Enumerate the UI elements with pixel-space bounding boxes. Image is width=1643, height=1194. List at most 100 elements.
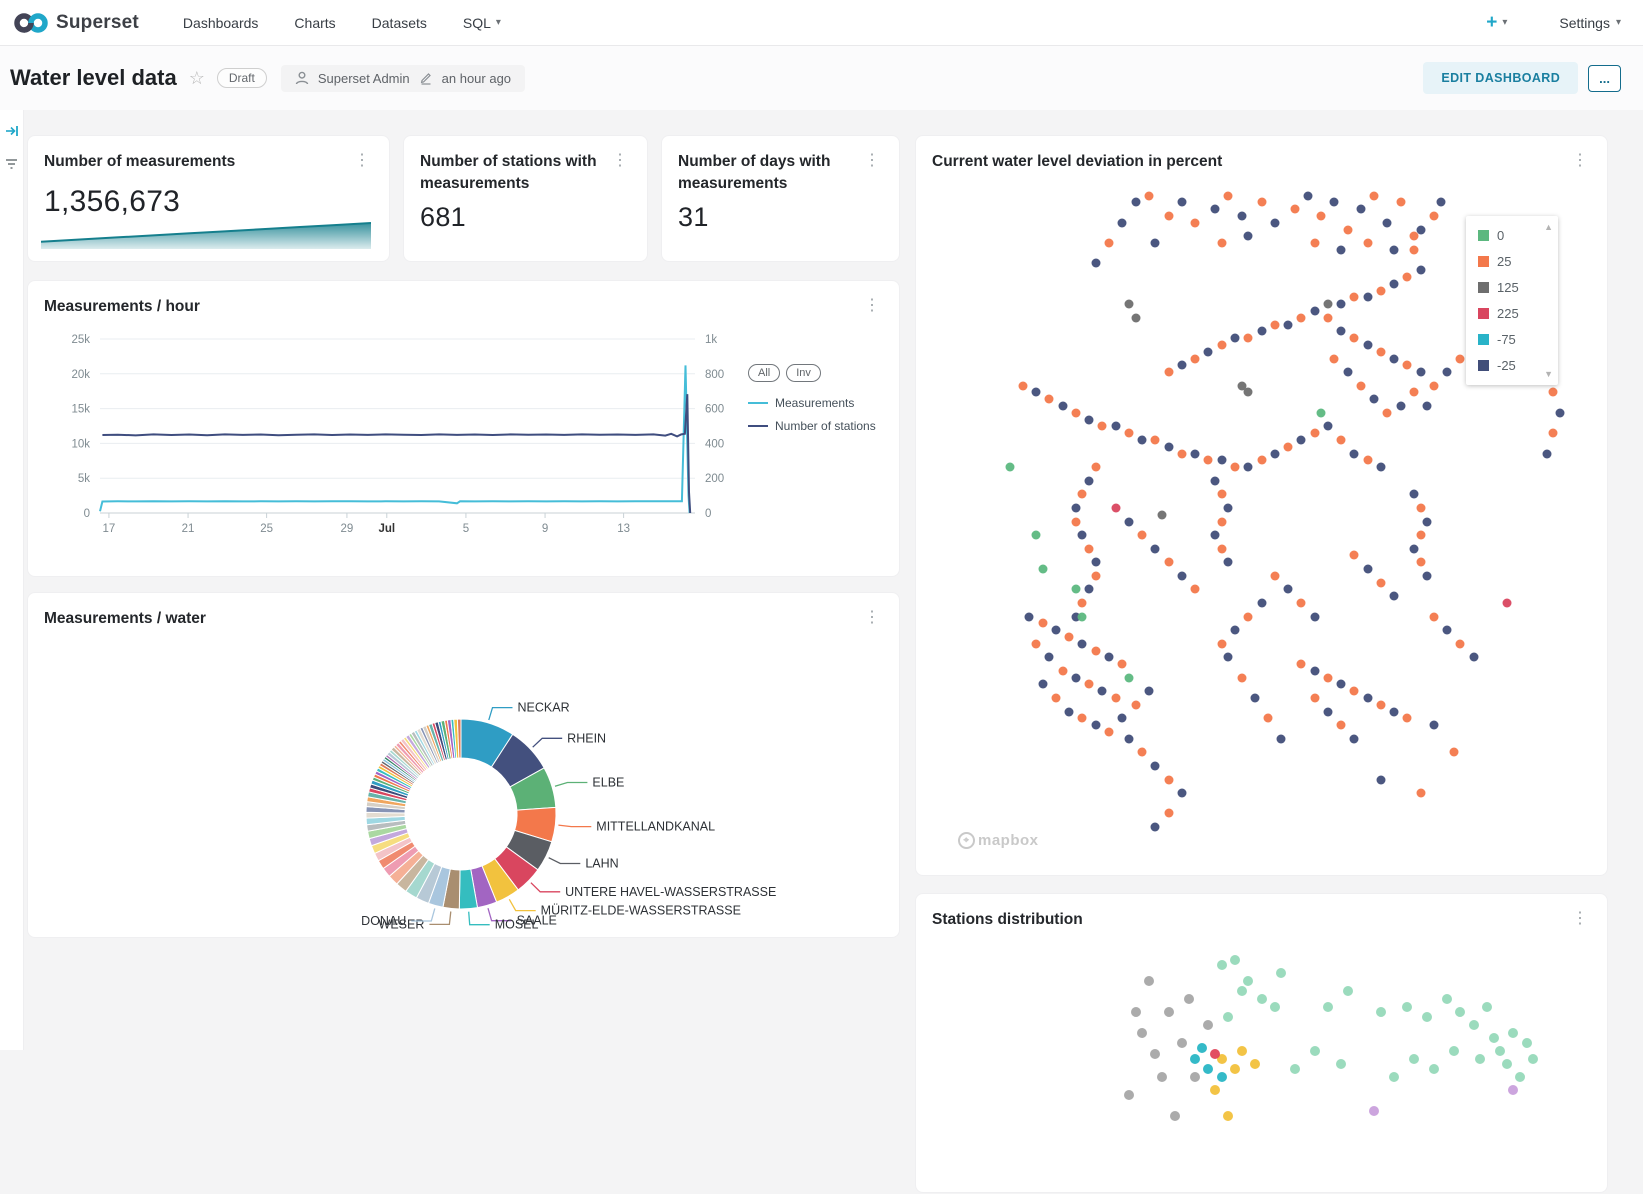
edit-dashboard-button[interactable]: EDIT DASHBOARD (1423, 62, 1578, 94)
map-point (1549, 429, 1558, 438)
map-point (1223, 1111, 1233, 1121)
map-point (1442, 994, 1452, 1004)
kebab-menu-icon[interactable]: ⋮ (1567, 151, 1593, 171)
map-point (1337, 436, 1346, 445)
dashboard-meta: Superset Admin an hour ago (281, 65, 525, 92)
map-point (1297, 598, 1306, 607)
map-legend-item[interactable]: 225 (1478, 306, 1550, 321)
nav-item-datasets[interactable]: Datasets (354, 15, 445, 31)
superset-logo[interactable]: Superset (14, 12, 139, 34)
svg-text:0: 0 (705, 508, 711, 520)
nav-item-dashboards[interactable]: Dashboards (165, 15, 277, 31)
map-point (1555, 408, 1564, 417)
scatter-map[interactable] (930, 934, 1593, 1194)
legend-inv-button[interactable]: Inv (786, 364, 821, 382)
favorite-star-icon[interactable]: ☆ (189, 68, 205, 89)
owner-name[interactable]: Superset Admin (318, 71, 410, 86)
map-point (1164, 558, 1173, 567)
new-item-button[interactable]: + ▾ (1468, 12, 1525, 34)
map-point (1376, 463, 1385, 472)
map-point (1429, 1064, 1439, 1074)
legend-color-swatch (1478, 256, 1489, 267)
map-point (1350, 687, 1359, 696)
kebab-menu-icon[interactable]: ⋮ (859, 296, 885, 316)
settings-menu[interactable]: Settings ▾ (1559, 15, 1621, 31)
map-point (1343, 225, 1352, 234)
mapbox-label: mapbox (978, 832, 1039, 849)
map-point (1429, 381, 1438, 390)
map-point (1250, 1059, 1260, 1069)
map-point (1078, 531, 1087, 540)
map-point (1277, 734, 1286, 743)
dashboard-header: Water level data ☆ Draft Superset Admin … (0, 46, 1643, 110)
legend-item[interactable]: Number of stations (748, 419, 888, 433)
map-point (1416, 266, 1425, 275)
nav-item-charts[interactable]: Charts (276, 15, 353, 31)
map-point (1390, 354, 1399, 363)
map-point (1390, 707, 1399, 716)
map-point (1038, 680, 1047, 689)
svg-text:5k: 5k (78, 474, 90, 486)
map-point (1177, 789, 1186, 798)
kebab-menu-icon[interactable]: ⋮ (859, 608, 885, 628)
map-point (1376, 700, 1385, 709)
pie-label: MÜRITZ-ELDE-WASSERSTRASSE (541, 904, 741, 918)
card-title: Current water level deviation in percent (932, 151, 1222, 173)
map-legend-item[interactable]: 25 (1478, 254, 1550, 269)
last-modified[interactable]: an hour ago (442, 71, 511, 86)
map-point (1032, 531, 1041, 540)
map-point (1343, 986, 1353, 996)
map-point (1257, 456, 1266, 465)
map-legend-item[interactable]: 125 (1478, 280, 1550, 295)
map-legend-item[interactable]: -25 (1478, 358, 1550, 373)
expand-filter-bar-icon[interactable] (0, 124, 23, 143)
map-point (1390, 279, 1399, 288)
map-point (1230, 955, 1240, 965)
kebab-menu-icon[interactable]: ⋮ (349, 151, 375, 171)
map-point (1469, 1020, 1479, 1030)
map-point (1085, 476, 1094, 485)
map-legend-item[interactable]: 0 (1478, 228, 1550, 243)
map-point (1363, 293, 1372, 302)
legend-item[interactable]: Measurements (748, 396, 888, 410)
more-options-button[interactable]: ... (1588, 65, 1621, 92)
map-point (1224, 503, 1233, 512)
map-point (1124, 300, 1133, 309)
legend-all-button[interactable]: All (748, 364, 780, 382)
map-point (1257, 198, 1266, 207)
map-point (1290, 205, 1299, 214)
map-point (1297, 313, 1306, 322)
map-point (1323, 673, 1332, 682)
map-point (1217, 544, 1226, 553)
map-point (1456, 354, 1465, 363)
kebab-menu-icon[interactable]: ⋮ (859, 151, 885, 171)
map-point (1151, 761, 1160, 770)
map-point (1217, 1072, 1227, 1082)
nav-item-sql[interactable]: SQL ▾ (445, 15, 519, 31)
map-point (1071, 585, 1080, 594)
map-legend-item[interactable]: -75 (1478, 332, 1550, 347)
legend-scroll-down-icon[interactable]: ▼ (1544, 369, 1553, 379)
map-point (1257, 327, 1266, 336)
chevron-down-icon: ▾ (496, 17, 501, 28)
filter-icon[interactable] (0, 157, 23, 175)
donut-chart: NECKARRHEINELBEMITTELLANDKANALLAHNUNTERE… (28, 631, 901, 937)
map-point (1131, 1007, 1141, 1017)
map-point (1276, 968, 1286, 978)
kebab-menu-icon[interactable]: ⋮ (607, 151, 633, 171)
map-point (1224, 558, 1233, 567)
map-point (1111, 503, 1120, 512)
map-point (1243, 976, 1253, 986)
legend-label: Number of stations (775, 419, 876, 433)
map-point (1078, 714, 1087, 723)
legend-scroll-up-icon[interactable]: ▲ (1544, 222, 1553, 232)
map-point (1323, 300, 1332, 309)
svg-text:13: 13 (617, 523, 630, 535)
map-point (1045, 395, 1054, 404)
map-point (1211, 531, 1220, 540)
mapbox-attribution[interactable]: ⌖ mapbox (958, 832, 1039, 849)
chart-card-water-level-deviation-map: Current water level deviation in percent… (915, 135, 1608, 876)
map-point (1131, 198, 1140, 207)
map-point (1177, 361, 1186, 370)
kebab-menu-icon[interactable]: ⋮ (1567, 909, 1593, 929)
